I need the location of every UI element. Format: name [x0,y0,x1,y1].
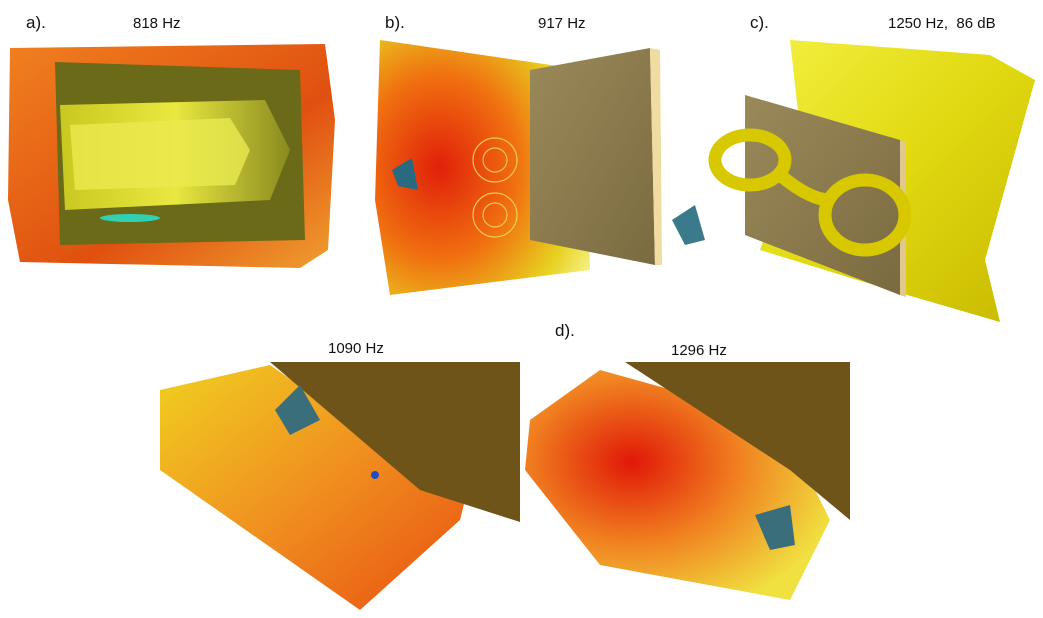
panel-caption: 917 Hz [538,15,586,32]
panel-label: c). [750,13,769,32]
panel-caption: 1090 Hz [328,340,384,357]
panel-caption: 1296 Hz [671,342,727,359]
panel-b-render [375,40,705,295]
panel-label: d). [555,321,575,340]
panel-c-render [715,40,1035,322]
panel-caption: 1250 Hz, 86 dB [888,15,996,32]
panel-label: b). [385,13,405,32]
panel-label: a). [26,13,46,32]
panel-caption: 818 Hz [133,15,181,32]
panel-a-render [8,44,335,268]
panel-d-right-render [525,362,850,600]
figure: a). 818 Hz b). 917 Hz c). 1250 Hz, 86 dB… [0,0,1043,618]
panel-d-left-render [160,362,520,610]
page: a). 818 Hz b). 917 Hz c). 1250 Hz, 86 dB… [0,0,1043,618]
